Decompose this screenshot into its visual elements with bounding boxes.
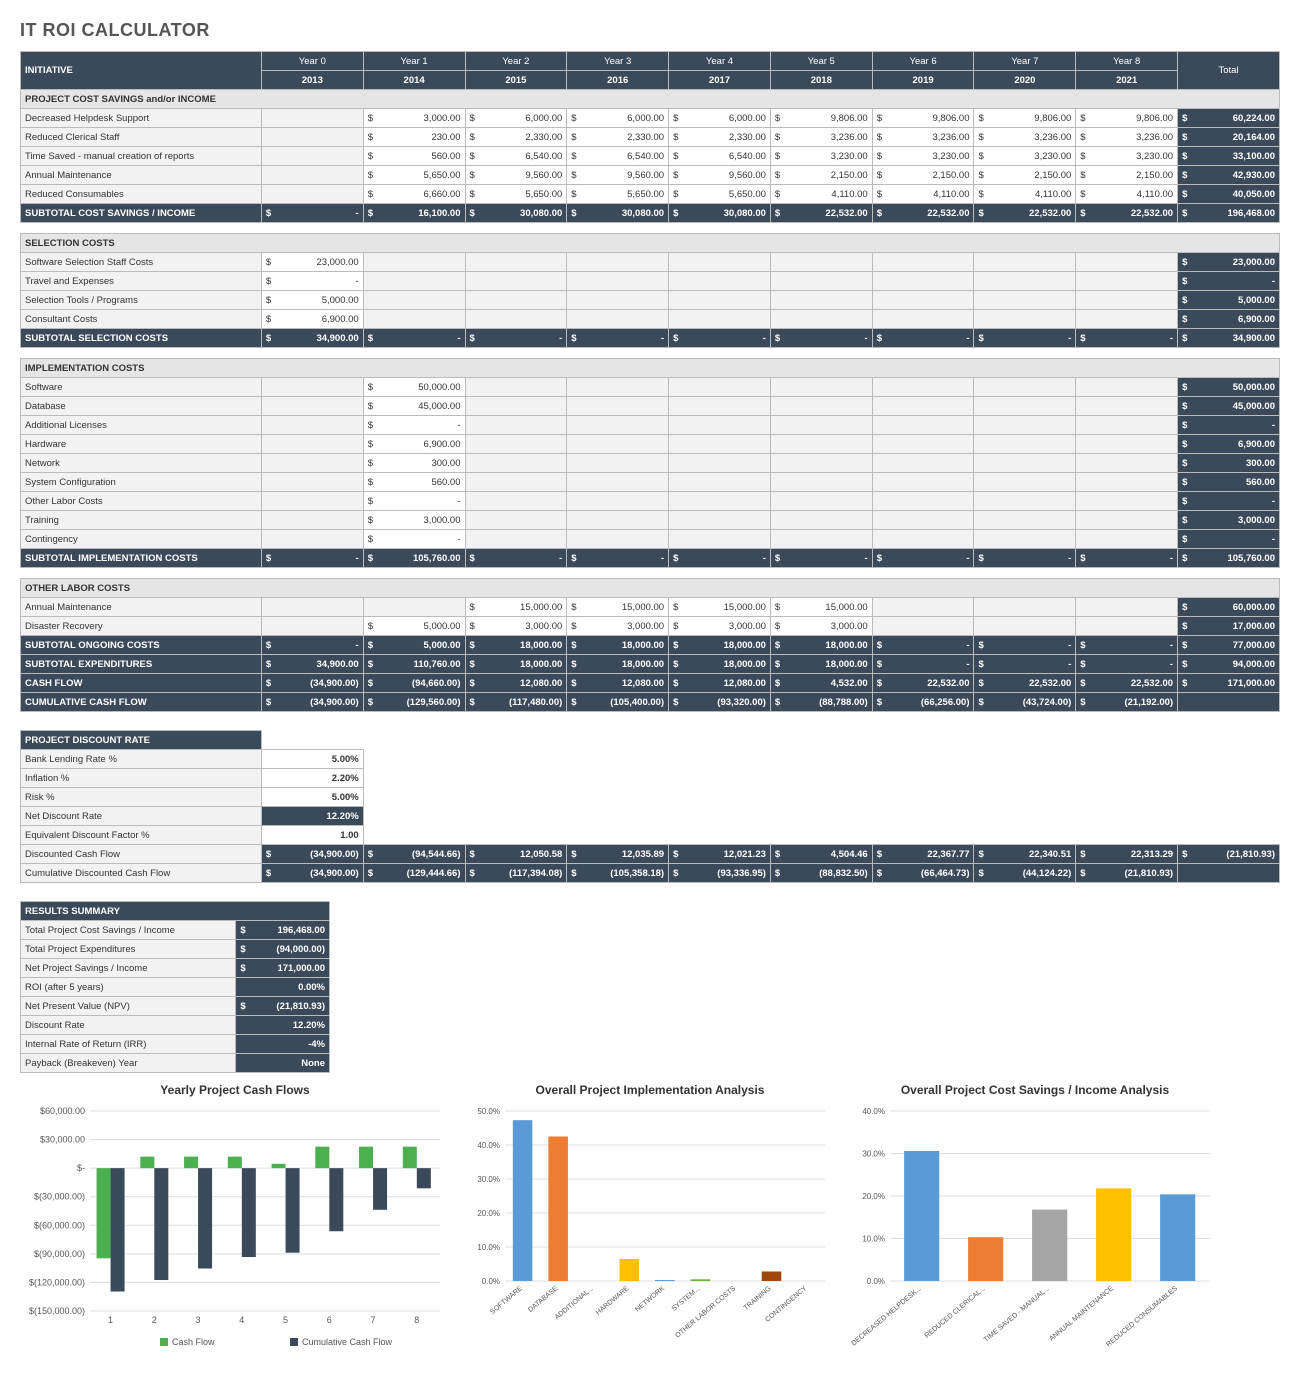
svg-text:5: 5 [283,1315,288,1325]
main-table: INITIATIVEYear 0Year 1Year 2Year 3Year 4… [20,51,1280,722]
svg-text:0.0%: 0.0% [867,1277,885,1286]
svg-text:TIME SAVED - MANUAL...: TIME SAVED - MANUAL... [983,1285,1051,1344]
svg-text:DATABASE: DATABASE [527,1285,560,1314]
svg-text:1: 1 [108,1315,113,1325]
svg-text:$60,000.00: $60,000.00 [40,1106,85,1116]
svg-text:7: 7 [371,1315,376,1325]
page-title: IT ROI CALCULATOR [20,20,1280,41]
svg-text:10.0%: 10.0% [862,1235,885,1244]
svg-text:$30,000.00: $30,000.00 [40,1135,85,1145]
svg-text:4: 4 [239,1315,244,1325]
discount-table: PROJECT DISCOUNT RATEBank Lending Rate %… [20,730,1280,893]
svg-text:REDUCED CLERICAL...: REDUCED CLERICAL... [924,1285,987,1340]
svg-text:$(30,000.00): $(30,000.00) [34,1192,85,1202]
svg-text:SOFTWARE: SOFTWARE [489,1285,524,1316]
svg-text:8: 8 [414,1315,419,1325]
svg-text:SYSTEM...: SYSTEM... [671,1285,702,1313]
svg-text:30.0%: 30.0% [862,1150,885,1159]
svg-text:ANNUAL MAINTENANCE: ANNUAL MAINTENANCE [1048,1285,1115,1343]
svg-text:Cumulative Cash Flow: Cumulative Cash Flow [302,1337,393,1347]
svg-text:20.0%: 20.0% [862,1192,885,1201]
svg-text:$(90,000.00): $(90,000.00) [34,1249,85,1259]
svg-text:0.0%: 0.0% [482,1277,500,1286]
chart-impl: Overall Project Implementation Analysis … [465,1083,835,1364]
svg-text:TRAINING: TRAINING [743,1285,773,1312]
charts-row: Yearly Project Cash Flows $60,000.00 $30,… [20,1083,1280,1364]
chart-savings: Overall Project Cost Savings / Income An… [850,1083,1220,1364]
svg-text:50.0%: 50.0% [477,1107,500,1116]
chart-cashflow-title: Yearly Project Cash Flows [20,1083,450,1097]
svg-text:2: 2 [152,1315,157,1325]
svg-text:$(120,000.00): $(120,000.00) [29,1277,85,1287]
results-table: RESULTS SUMMARYTotal Project Cost Saving… [20,901,330,1073]
svg-text:$(60,000.00): $(60,000.00) [34,1220,85,1230]
svg-text:$-: $- [77,1163,85,1173]
svg-text:HARDWARE: HARDWARE [595,1285,631,1317]
svg-text:NETWORK: NETWORK [634,1285,666,1314]
svg-text:ADDITIONAL...: ADDITIONAL... [554,1285,595,1321]
svg-text:6: 6 [327,1315,332,1325]
svg-text:3: 3 [196,1315,201,1325]
chart-savings-title: Overall Project Cost Savings / Income An… [850,1083,1220,1097]
svg-text:40.0%: 40.0% [862,1107,885,1116]
svg-text:DECREASED HELPDESK...: DECREASED HELPDESK... [851,1285,923,1347]
svg-text:OTHER LABOR COSTS: OTHER LABOR COSTS [674,1285,737,1340]
svg-text:REDUCED CONSUMABLES: REDUCED CONSUMABLES [1105,1285,1179,1349]
svg-text:40.0%: 40.0% [477,1141,500,1150]
svg-text:20.0%: 20.0% [477,1209,500,1218]
svg-text:10.0%: 10.0% [477,1243,500,1252]
chart-impl-title: Overall Project Implementation Analysis [465,1083,835,1097]
chart-cashflow: Yearly Project Cash Flows $60,000.00 $30,… [20,1083,450,1364]
svg-text:$(150,000.00): $(150,000.00) [29,1306,85,1316]
svg-text:30.0%: 30.0% [477,1175,500,1184]
svg-text:Cash Flow: Cash Flow [172,1337,215,1347]
